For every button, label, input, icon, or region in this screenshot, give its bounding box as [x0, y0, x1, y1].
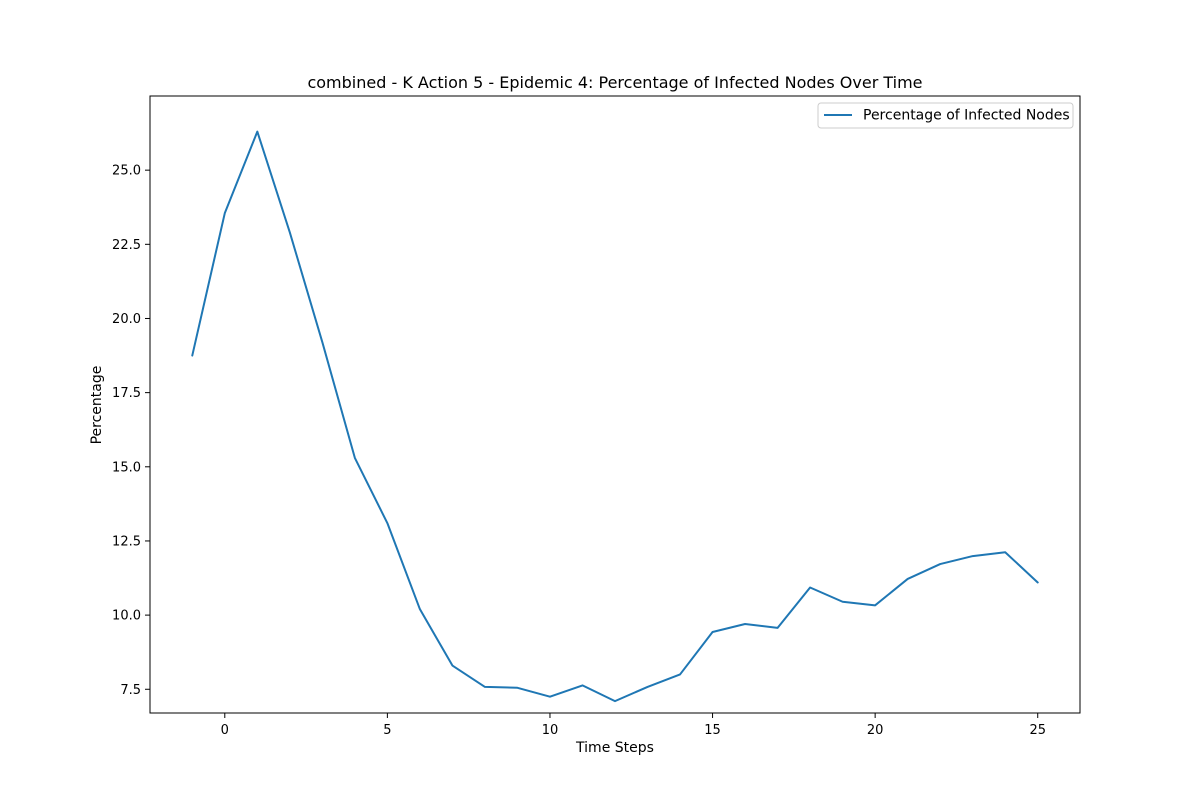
legend: Percentage of Infected Nodes: [817, 102, 1074, 129]
y-axis: 7.5 10.0 12.5 15.0 17.5 20.0 22.5 25.0: [112, 164, 150, 698]
y-tick-label: 22.5: [112, 238, 141, 253]
series-layer: [191, 130, 1039, 703]
x-tick-label: 10: [542, 723, 559, 738]
x-tick-label: 15: [704, 723, 721, 738]
chart-title: combined - K Action 5 - Epidemic 4: Perc…: [307, 73, 922, 92]
y-tick-label: 7.5: [120, 683, 141, 698]
y-tick-label: 15.0: [112, 460, 141, 475]
y-tick-label: 10.0: [112, 609, 141, 624]
x-tick-label: 20: [867, 723, 884, 738]
x-axis: 0 5 10 15 20 25: [221, 713, 1046, 738]
x-axis-label: Time Steps: [575, 740, 654, 756]
x-tick-label: 25: [1029, 723, 1046, 738]
x-tick-label: 0: [221, 723, 229, 738]
legend-label: Percentage of Infected Nodes: [863, 108, 1070, 124]
y-tick-label: 20.0: [112, 312, 141, 327]
legend-box: [817, 102, 1074, 129]
y-tick-label: 17.5: [112, 386, 141, 401]
y-tick-label: 25.0: [112, 164, 141, 179]
series-line: [191, 130, 1039, 703]
plot-area: [149, 95, 1081, 714]
x-tick-label: 5: [383, 723, 391, 738]
y-axis-label: Percentage: [89, 366, 105, 445]
y-tick-label: 12.5: [112, 534, 141, 549]
